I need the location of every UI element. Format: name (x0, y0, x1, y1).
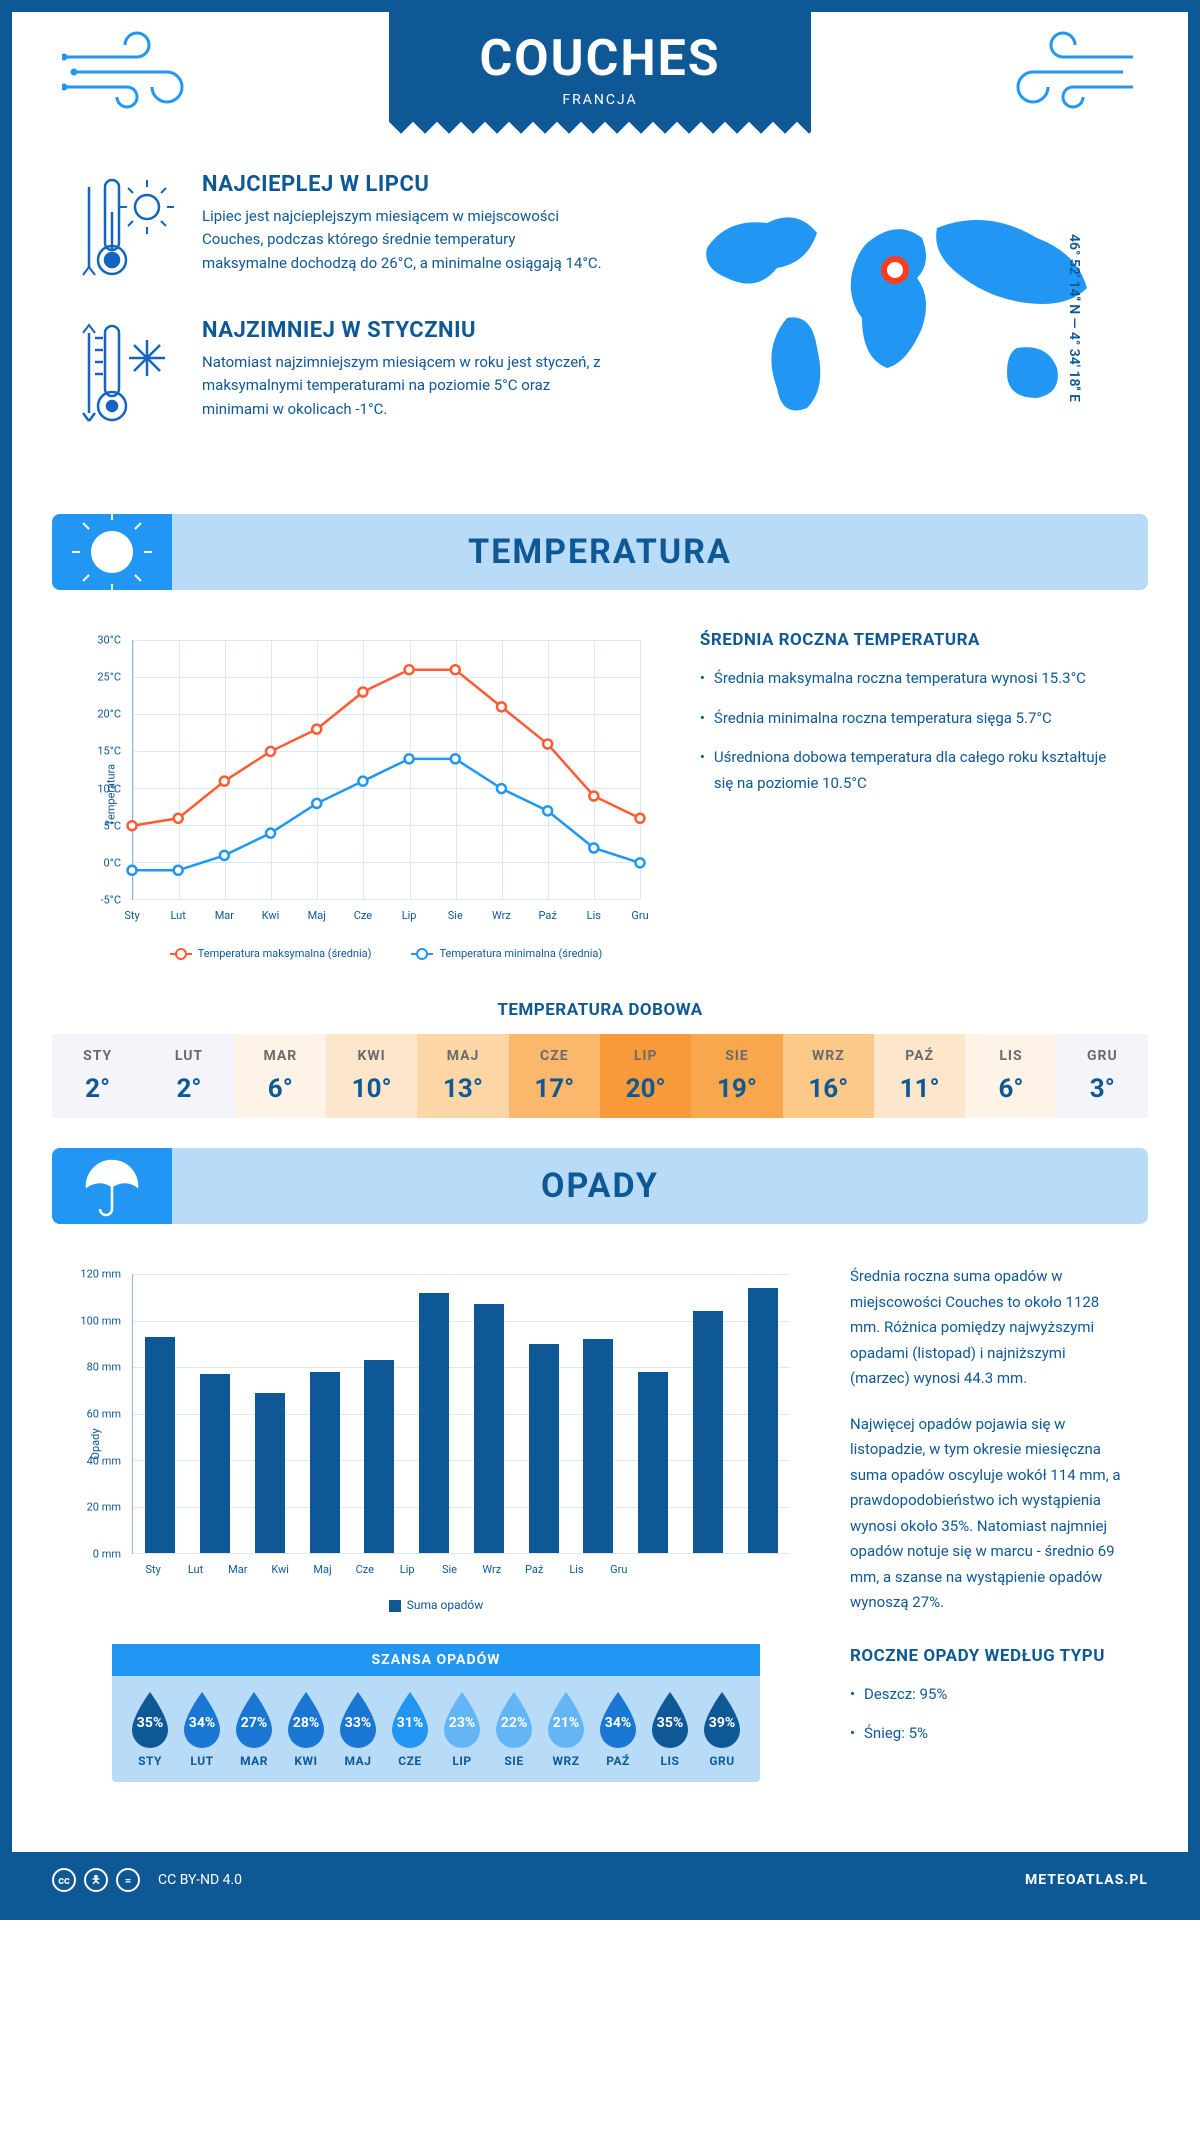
license-text: CC BY-ND 4.0 (158, 1872, 242, 1888)
temp-info-item: Średnia maksymalna roczna temperatura wy… (700, 666, 1128, 692)
bar (310, 1372, 340, 1553)
daily-temp-table: STY2°LUT2°MAR6°KWI10°MAJ13°CZE17°LIP20°S… (52, 1034, 1148, 1118)
rain-chance-box: SZANSA OPADÓW 35%STY34%LUT27%MAR28%KWI33… (112, 1644, 760, 1782)
wind-icon (988, 22, 1148, 122)
precip-type-heading: ROCZNE OPADY WEDŁUG TYPU (850, 1646, 1128, 1666)
daily-temp-title: TEMPERATURA DOBOWA (12, 1000, 1188, 1020)
daily-cell: GRU3° (1057, 1034, 1148, 1118)
precip-bar-chart: Opady Suma opadów 0 mm20 mm40 mm60 mm80 … (72, 1264, 800, 1624)
rain-chance-cell: 33%MAJ (334, 1690, 382, 1768)
bar (693, 1311, 723, 1553)
nd-icon: = (116, 1868, 140, 1892)
bar (145, 1337, 175, 1553)
daily-cell: LIP20° (600, 1034, 691, 1118)
legend-max: Temperatura maksymalna (średnia) (170, 947, 372, 960)
daily-cell: LIS6° (965, 1034, 1056, 1118)
temp-info-heading: ŚREDNIA ROCZNA TEMPERATURA (700, 630, 1128, 650)
daily-cell: CZE17° (509, 1034, 600, 1118)
daily-cell: MAR6° (235, 1034, 326, 1118)
coldest-block: NAJZIMNIEJ W STYCZNIU Natomiast najzimni… (72, 318, 626, 428)
hottest-block: NAJCIEPLEJ W LIPCU Lipiec jest najcieple… (72, 172, 626, 282)
page-title: COUCHES (479, 30, 720, 88)
precip-p2: Najwięcej opadów pojawia się w listopadz… (850, 1412, 1128, 1616)
bar (364, 1360, 394, 1553)
daily-cell: MAJ13° (417, 1034, 508, 1118)
site-name: METEOATLAS.PL (1025, 1872, 1148, 1888)
temp-info-item: Uśredniona dobowa temperatura dla całego… (700, 745, 1128, 796)
bar (474, 1304, 504, 1553)
bar (419, 1293, 449, 1553)
legend-min: Temperatura minimalna (średnia) (411, 947, 602, 960)
thermometer-snow-icon (72, 318, 182, 428)
rain-chance-cell: 35%STY (126, 1690, 174, 1768)
rain-chance-cell: 27%MAR (230, 1690, 278, 1768)
precip-section-title: OPADY (52, 1148, 1148, 1224)
rain-chance-cell: 35%LIS (646, 1690, 694, 1768)
bar (583, 1339, 613, 1553)
precip-type-item: Śnieg: 5% (850, 1721, 1128, 1747)
title-banner: COUCHES FRANCJA (389, 12, 810, 122)
bar-legend: Suma opadów (72, 1598, 800, 1612)
umbrella-icon (52, 1148, 172, 1224)
rain-chance-cell: 28%KWI (282, 1690, 330, 1768)
precip-p1: Średnia roczna suma opadów w miejscowośc… (850, 1264, 1128, 1392)
bar (200, 1374, 230, 1553)
wind-icon (52, 22, 212, 122)
daily-cell: KWI10° (326, 1034, 417, 1118)
rain-chance-cell: 34%PAŹ (594, 1690, 642, 1768)
daily-cell: STY2° (52, 1034, 143, 1118)
sun-icon (52, 514, 172, 590)
temperature-line-chart: Temperatura Temperatura maksymalna (śred… (72, 630, 650, 960)
rain-chance-cell: 22%SIE (490, 1690, 538, 1768)
rain-chance-cell: 23%LIP (438, 1690, 486, 1768)
hottest-heading: NAJCIEPLEJ W LIPCU (202, 172, 602, 197)
coldest-text: Natomiast najzimniejszym miesiącem w rok… (202, 351, 602, 421)
daily-cell: SIE19° (691, 1034, 782, 1118)
thermometer-sun-icon (72, 172, 182, 282)
world-map: 46° 52' 14'' N — 4° 34' 18'' E (666, 172, 1128, 464)
rain-chance-cell: 39%GRU (698, 1690, 746, 1768)
by-icon: 🯅 (84, 1868, 108, 1892)
daily-cell: PAŹ11° (874, 1034, 965, 1118)
rain-chance-cell: 21%WRZ (542, 1690, 590, 1768)
daily-cell: WRZ16° (783, 1034, 874, 1118)
cc-icon: cc (52, 1868, 76, 1892)
rain-chance-cell: 31%CZE (386, 1690, 434, 1768)
bar (748, 1288, 778, 1553)
daily-cell: LUT2° (143, 1034, 234, 1118)
page-subtitle: FRANCJA (479, 92, 720, 122)
temp-info-item: Średnia minimalna roczna temperatura się… (700, 706, 1128, 732)
bar (255, 1393, 285, 1553)
temperature-section-title: TEMPERATURA (52, 514, 1148, 590)
hottest-text: Lipiec jest najcieplejszym miesiącem w m… (202, 205, 602, 275)
rain-chance-cell: 34%LUT (178, 1690, 226, 1768)
coordinates: 46° 52' 14'' N — 4° 34' 18'' E (1066, 234, 1082, 402)
coldest-heading: NAJZIMNIEJ W STYCZNIU (202, 318, 602, 343)
footer: cc 🯅 = CC BY-ND 4.0 METEOATLAS.PL (12, 1852, 1188, 1908)
bar (529, 1344, 559, 1553)
bar (638, 1372, 668, 1553)
precip-type-item: Deszcz: 95% (850, 1682, 1128, 1708)
